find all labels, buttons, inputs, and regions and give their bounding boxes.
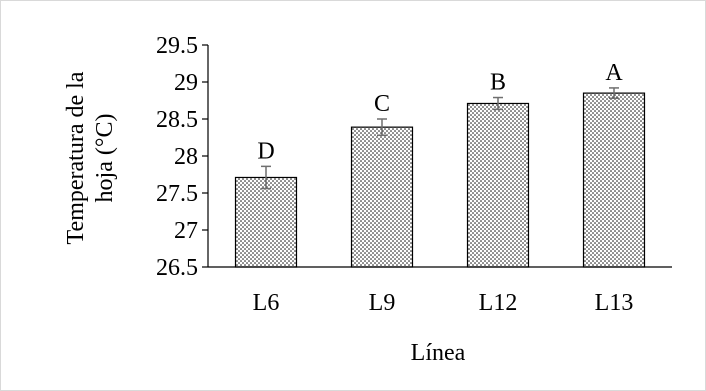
error-bar-l6 [261,165,271,190]
x-axis: L6 L9 L12 L13 [208,266,672,316]
error-bar-l9 [377,118,387,137]
y-tick-label: 28.5 [156,107,198,133]
bar-l6 [234,176,298,268]
y-tick-label: 28 [174,144,198,170]
y-axis-title-line: Temperatura de la [63,71,89,244]
y-axis-title-line: hoja (°C) [92,114,118,203]
significance-letter: D [257,138,274,164]
x-tick-label: L12 [479,290,518,316]
y-axis: 26.5 27 27.5 28 28.5 29 29.5 [156,33,209,281]
significance-letter: C [374,91,390,117]
y-tick-label: 26.5 [156,255,198,281]
x-axis-title: Línea [411,340,466,366]
error-bar-l13 [609,87,619,100]
significance-letter: B [490,70,506,96]
bar-series: D C B A [234,60,646,268]
y-tick-label: 29 [174,70,198,96]
x-tick-label: L6 [253,290,280,316]
bar-l13 [582,92,646,268]
bar-l9 [350,126,414,268]
bar-l12 [466,102,530,268]
error-bar-l12 [493,96,503,111]
x-tick-label: L9 [369,290,396,316]
y-tick-label: 27 [174,218,198,244]
y-axis-title: Temperatura de la hoja (°C) [63,71,118,244]
y-tick-label: 29.5 [156,33,198,59]
significance-letter: A [605,60,623,86]
y-tick-label: 27.5 [156,181,198,207]
x-tick-label: L13 [595,290,634,316]
